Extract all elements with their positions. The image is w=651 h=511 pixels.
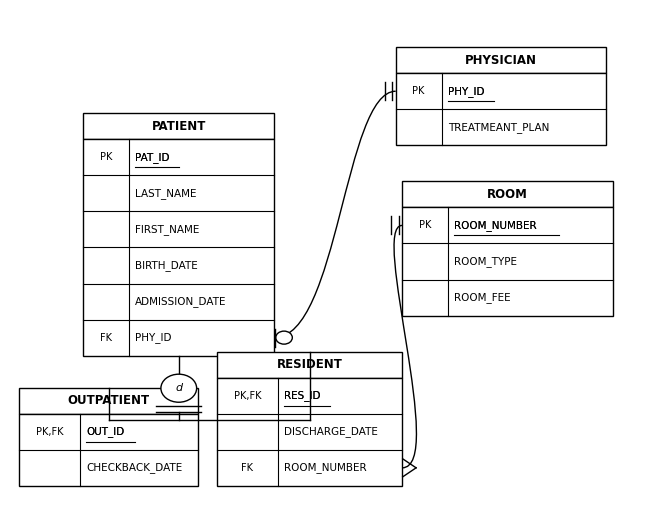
Text: RESIDENT: RESIDENT xyxy=(277,358,342,371)
Text: ROOM_NUMBER: ROOM_NUMBER xyxy=(454,220,537,231)
Text: CHECKBACK_DATE: CHECKBACK_DATE xyxy=(86,462,182,473)
Bar xyxy=(217,378,402,486)
Bar xyxy=(20,388,198,414)
Text: PATIENT: PATIENT xyxy=(152,120,206,133)
Text: PAT_ID: PAT_ID xyxy=(135,152,170,163)
Bar xyxy=(396,73,606,145)
Text: PK: PK xyxy=(419,220,431,230)
Text: BIRTH_DATE: BIRTH_DATE xyxy=(135,260,198,271)
Text: ROOM_FEE: ROOM_FEE xyxy=(454,292,511,303)
Text: FIRST_NAME: FIRST_NAME xyxy=(135,224,200,235)
Text: OUTPATIENT: OUTPATIENT xyxy=(68,394,150,407)
Text: PHY_ID: PHY_ID xyxy=(448,86,484,97)
Text: OUT_ID: OUT_ID xyxy=(86,426,124,437)
Circle shape xyxy=(161,374,197,402)
Circle shape xyxy=(276,331,292,344)
Text: RES_ID: RES_ID xyxy=(284,390,320,401)
Bar xyxy=(396,47,606,73)
Bar xyxy=(20,414,198,486)
Text: ROOM_NUMBER: ROOM_NUMBER xyxy=(454,220,537,231)
Text: PK: PK xyxy=(413,86,425,96)
Bar xyxy=(217,352,402,378)
Text: ROOM_NUMBER: ROOM_NUMBER xyxy=(284,462,367,473)
Text: ROOM_TYPE: ROOM_TYPE xyxy=(454,256,518,267)
Text: PK: PK xyxy=(100,152,112,162)
Text: d: d xyxy=(175,383,182,393)
Text: FK: FK xyxy=(242,463,253,473)
Bar xyxy=(83,140,275,356)
Bar xyxy=(402,181,613,207)
Text: PK,FK: PK,FK xyxy=(234,391,261,401)
Text: PHY_ID: PHY_ID xyxy=(448,86,484,97)
Text: TREATMEANT_PLAN: TREATMEANT_PLAN xyxy=(448,122,549,133)
Bar xyxy=(402,207,613,316)
Text: RES_ID: RES_ID xyxy=(284,390,320,401)
Text: PHYSICIAN: PHYSICIAN xyxy=(465,54,537,67)
Text: PHY_ID: PHY_ID xyxy=(135,332,172,343)
Text: ADMISSION_DATE: ADMISSION_DATE xyxy=(135,296,227,307)
Bar xyxy=(83,113,275,140)
Text: PK,FK: PK,FK xyxy=(36,427,63,437)
Text: PAT_ID: PAT_ID xyxy=(135,152,170,163)
Text: LAST_NAME: LAST_NAME xyxy=(135,188,197,199)
Text: OUT_ID: OUT_ID xyxy=(86,426,124,437)
Text: FK: FK xyxy=(100,333,112,343)
Text: ROOM: ROOM xyxy=(487,188,528,201)
Text: DISCHARGE_DATE: DISCHARGE_DATE xyxy=(284,426,378,437)
